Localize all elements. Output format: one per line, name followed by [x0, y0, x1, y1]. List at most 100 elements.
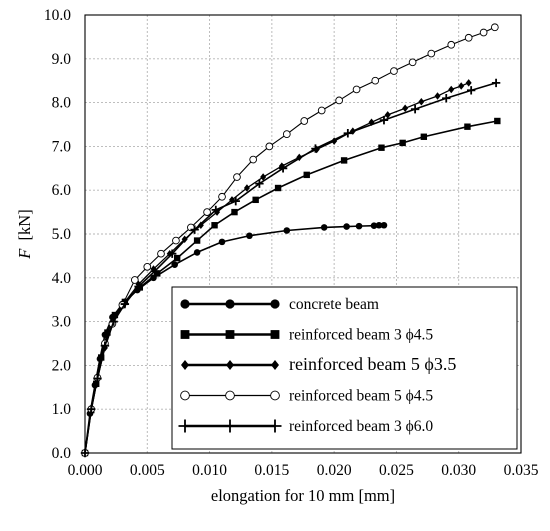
data-point	[270, 299, 280, 309]
data-point	[120, 299, 130, 309]
data-point	[343, 223, 350, 230]
plot-frame	[84, 14, 522, 454]
data-point	[378, 144, 385, 151]
y-tick-label: 7.0	[52, 138, 72, 155]
data-point	[97, 354, 105, 361]
data-point	[231, 196, 240, 206]
data-point	[193, 249, 201, 256]
data-point	[384, 111, 391, 119]
data-point	[311, 144, 320, 153]
data-point	[180, 390, 190, 401]
data-point	[252, 196, 259, 204]
y-tick-label: 0.0	[52, 445, 72, 462]
y-tick-label: 8.0	[52, 95, 72, 112]
data-point	[390, 67, 398, 75]
data-point	[211, 222, 218, 229]
y-tick-label: 1.0	[52, 401, 72, 418]
data-point	[211, 205, 220, 215]
data-point	[218, 192, 226, 201]
data-point	[355, 222, 363, 230]
data-point	[157, 249, 165, 258]
data-point	[265, 142, 274, 151]
data-point	[260, 173, 267, 181]
legend-item: reinforced beam 5 ϕ3.5	[181, 354, 456, 374]
data-point	[371, 76, 380, 85]
data-point	[172, 236, 180, 245]
legend-label: concrete beam	[289, 296, 379, 313]
data-point	[303, 171, 310, 179]
data-point	[271, 360, 279, 370]
x-tick-labels: 0.000 0.005 0.010 0.015 0.020 0.025 0.030 0.035	[68, 462, 539, 479]
data-point	[448, 85, 455, 94]
data-point	[379, 115, 389, 125]
x-tick-label: 0.030	[441, 462, 476, 479]
data-point	[150, 267, 159, 276]
data-point	[427, 49, 436, 58]
data-point	[494, 117, 501, 125]
legend: concrete beam reinforced beam 3 ϕ4.5 reinf…	[171, 286, 518, 450]
y-tick-label: 4.0	[52, 270, 72, 287]
legend-label: reinforced beam 3 ϕ6.0	[289, 418, 433, 435]
x-tick-label: 0.035	[504, 462, 539, 479]
data-point	[270, 390, 280, 401]
data-point	[408, 58, 417, 67]
data-point	[93, 374, 102, 383]
data-point	[178, 419, 192, 433]
data-point	[340, 157, 348, 164]
x-tick-label: 0.005	[130, 462, 165, 479]
data-point	[87, 405, 96, 414]
x-tick-label: 0.015	[254, 462, 289, 479]
x-tick-label: 0.010	[192, 462, 227, 479]
y-axis-title: F [kN]	[15, 209, 34, 259]
data-point	[231, 208, 238, 216]
data-point	[193, 237, 201, 244]
data-point	[274, 184, 282, 192]
data-point	[420, 133, 428, 140]
data-point	[370, 222, 378, 229]
data-point	[190, 225, 199, 234]
data-point	[442, 94, 451, 103]
data-point	[100, 341, 110, 350]
data-point	[134, 282, 143, 291]
data-point	[226, 360, 234, 370]
data-point	[111, 311, 119, 319]
data-point	[465, 79, 472, 87]
data-point	[410, 104, 420, 114]
data-point	[464, 33, 473, 42]
data-point	[233, 173, 241, 181]
y-axis-symbol: F	[15, 248, 34, 260]
legend-label: reinforced beam 5 ϕ4.5	[289, 388, 433, 405]
data-point	[225, 299, 235, 309]
data-point	[434, 92, 441, 100]
x-tick-label: 0.000	[68, 462, 103, 479]
data-point	[278, 164, 288, 173]
y-tick-label: 3.0	[52, 314, 72, 331]
y-tick-label: 5.0	[52, 226, 72, 243]
data-point	[218, 238, 226, 246]
data-point	[268, 419, 282, 433]
legend-label: reinforced beam 5 ϕ3.5	[289, 354, 456, 374]
data-point	[243, 184, 250, 192]
data-point	[447, 40, 456, 49]
data-point	[352, 85, 361, 94]
data-point	[104, 329, 111, 336]
y-tick-labels: 0.0 1.0 2.0 3.0 4.0 5.0 6.0 7.0 8.0 9.0 10.0	[44, 7, 71, 462]
data-point	[282, 130, 291, 138]
data-point	[402, 104, 409, 113]
data-point	[255, 179, 264, 188]
data-point	[180, 330, 190, 339]
x-tick-label: 0.025	[379, 462, 414, 479]
data-point	[380, 221, 388, 229]
data-point	[335, 96, 343, 105]
y-tick-label: 10.0	[44, 7, 71, 24]
data-point	[458, 82, 465, 90]
data-point	[466, 86, 476, 95]
data-point	[320, 224, 328, 231]
data-point	[343, 129, 353, 138]
x-tick-label: 0.020	[317, 462, 352, 479]
data-point	[300, 117, 309, 125]
data-point	[317, 106, 326, 115]
y-axis-unit: [kN]	[15, 209, 34, 240]
legend-item: reinforced beam 3 ϕ4.5	[180, 327, 433, 344]
data-point	[180, 299, 190, 309]
